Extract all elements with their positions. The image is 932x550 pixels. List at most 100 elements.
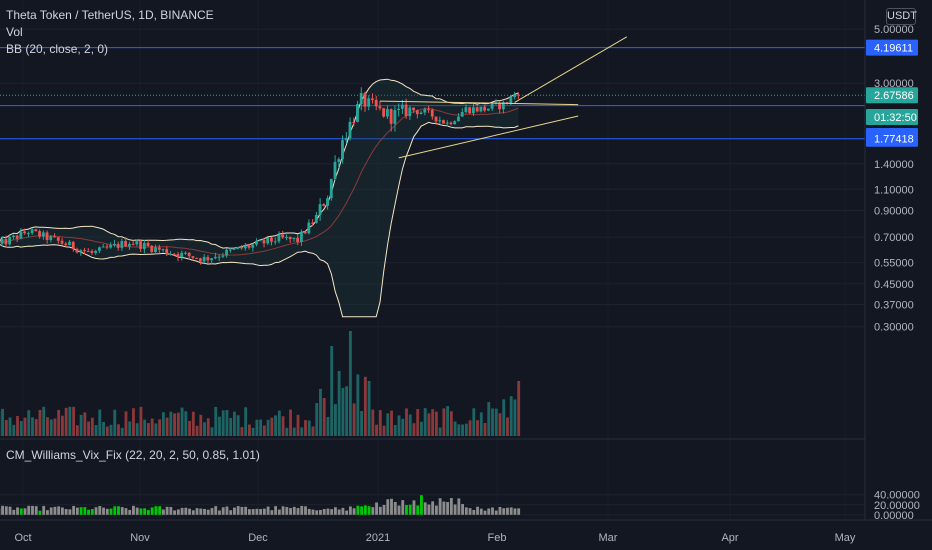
- volume-bar: [363, 376, 367, 436]
- volume-legend[interactable]: Vol: [6, 25, 23, 39]
- vix-bar: [68, 509, 72, 515]
- grid: [0, 28, 865, 516]
- vix-bar: [446, 502, 450, 515]
- volume-bar: [251, 427, 255, 436]
- candle-body: [284, 236, 288, 238]
- lower-band: [0, 121, 519, 318]
- candle-body: [509, 97, 513, 104]
- volume-bar: [397, 415, 401, 436]
- volume-bar: [124, 411, 128, 436]
- candle-body: [97, 247, 101, 251]
- volume-bar: [259, 419, 263, 436]
- vix-bar: [105, 508, 109, 515]
- candle-body: [337, 159, 341, 162]
- candle-body: [516, 94, 520, 96]
- volume-bar: [64, 407, 68, 436]
- volume-bar: [393, 425, 397, 436]
- volume-bar: [375, 424, 378, 436]
- volume-bar: [102, 421, 105, 436]
- volume-bar: [203, 422, 206, 436]
- vix-bar: [132, 505, 135, 515]
- symbol-title[interactable]: Theta Token / TetherUS, 1D, BINANCE: [6, 8, 214, 22]
- candle-body: [419, 112, 423, 115]
- vix-bar: [483, 510, 487, 515]
- vix-bar: [23, 508, 27, 515]
- trend-lines[interactable]: [379, 36, 628, 159]
- candle-body: [79, 250, 83, 253]
- candle-body: [273, 241, 277, 243]
- vix-bar: [79, 507, 83, 515]
- price-badge-bg: [866, 87, 918, 104]
- volume-bar: [169, 411, 173, 436]
- vix-bar: [502, 508, 506, 515]
- vix-bar: [289, 508, 292, 515]
- volume-bar: [188, 421, 191, 436]
- candle-body: [385, 109, 389, 117]
- volume-bar: [304, 420, 307, 436]
- candle-body: [475, 107, 479, 112]
- volume-bar: [184, 411, 188, 436]
- currency-button[interactable]: USDT: [886, 8, 917, 25]
- trend-line: [514, 36, 628, 103]
- upper-band: [0, 78, 519, 249]
- candle-body: [240, 247, 243, 249]
- vix-bar: [12, 509, 16, 515]
- volume-bar: [453, 421, 457, 436]
- volume-bar: [330, 346, 334, 436]
- volume-bar: [240, 427, 244, 436]
- volume-bar: [23, 417, 27, 436]
- volume-bar: [498, 413, 502, 436]
- candle-body: [83, 250, 86, 252]
- indicator-tick-label: 0.00000: [874, 510, 914, 522]
- vix-bar: [494, 510, 498, 515]
- volume-bar: [27, 410, 31, 436]
- vix-bar: [191, 510, 195, 515]
- volume-bar: [132, 408, 135, 436]
- time-tick-label: Dec: [248, 532, 268, 544]
- candle-body: [258, 240, 262, 242]
- vix-bar: [386, 499, 390, 515]
- vix-bar: [296, 508, 300, 515]
- vix-fix-legend[interactable]: CM_Williams_Vix_Fix (22, 20, 2, 50, 0.85…: [6, 448, 260, 462]
- bollinger-legend[interactable]: BB (20, close, 2, 0): [6, 42, 109, 56]
- candle-body: [53, 236, 56, 238]
- volume-bar: [147, 423, 150, 436]
- vix-bar: [274, 506, 277, 515]
- volume-bar: [356, 374, 360, 436]
- volume-bar: [12, 424, 16, 436]
- candle-body: [232, 248, 236, 250]
- candle-body: [483, 106, 487, 111]
- volume-bar: [87, 421, 90, 436]
- time-tick-label: Nov: [130, 532, 150, 544]
- volume-bar: [322, 397, 326, 436]
- vix-bar: [83, 507, 87, 515]
- candle-body: [311, 222, 314, 224]
- volume-bar: [360, 411, 364, 436]
- candle-body: [427, 109, 430, 111]
- vix-bar: [517, 508, 521, 515]
- volume-bar: [491, 408, 494, 436]
- candle-body: [322, 204, 326, 206]
- horizontal-levels[interactable]: [0, 47, 865, 140]
- volume-bar: [139, 406, 143, 436]
- candle-body: [157, 247, 161, 250]
- candles[interactable]: [0, 87, 520, 265]
- vix-bar: [337, 509, 341, 515]
- time-tick-label: 2021: [366, 532, 390, 544]
- candle-body: [460, 112, 464, 117]
- vix-bar: [176, 509, 180, 515]
- vix-bar: [4, 506, 8, 515]
- candle-body: [430, 109, 434, 117]
- candle-body: [180, 252, 184, 258]
- vix-bar: [169, 507, 173, 515]
- vix-bar: [117, 506, 120, 515]
- vix-bar: [8, 506, 12, 515]
- vix-bar: [229, 510, 233, 515]
- vix-bar: [31, 505, 34, 515]
- vix-bar: [158, 506, 162, 515]
- vix-bar: [139, 508, 143, 515]
- candle-body: [198, 258, 202, 262]
- vix-bar: [461, 504, 464, 515]
